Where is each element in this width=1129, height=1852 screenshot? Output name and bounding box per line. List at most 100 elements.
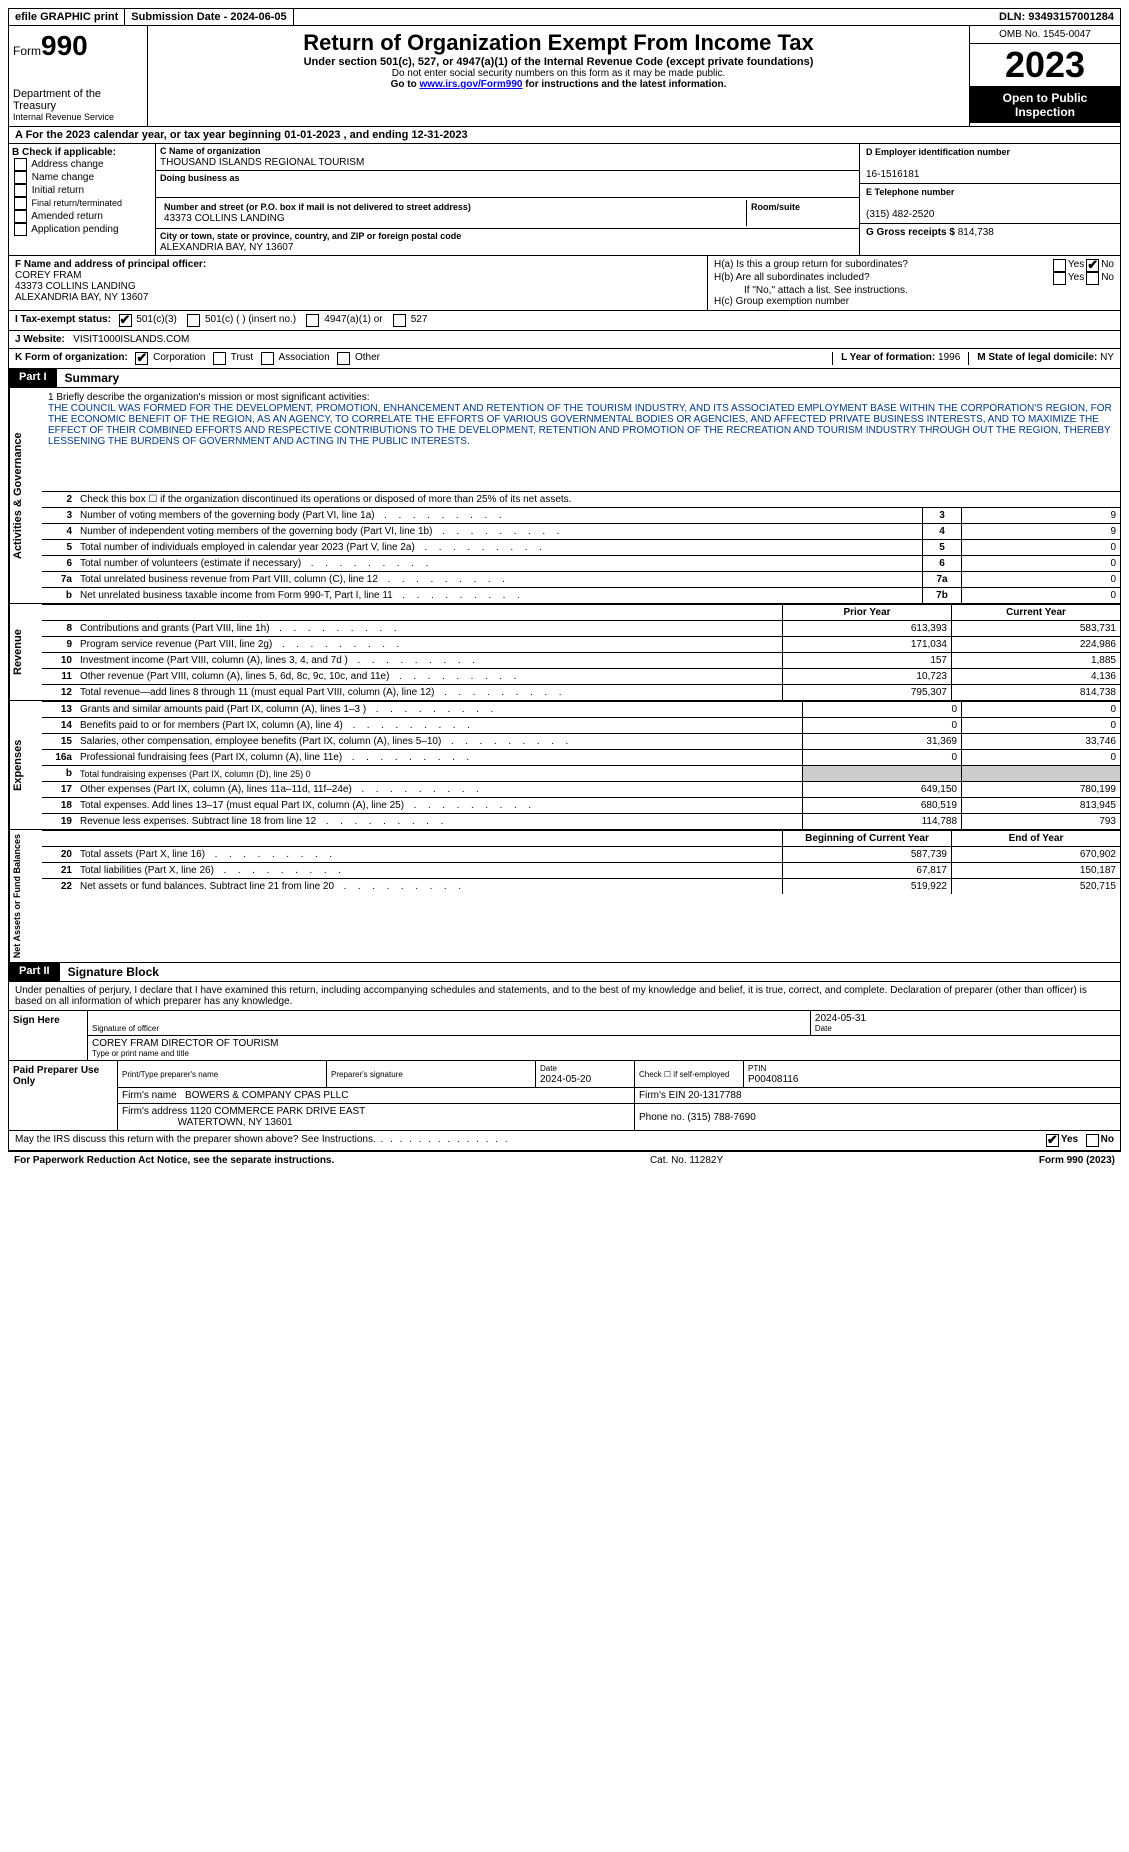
ha-no[interactable] — [1086, 259, 1099, 272]
ha-label: H(a) Is this a group return for subordin… — [714, 259, 1051, 272]
cat-no: Cat. No. 11282Y — [650, 1155, 723, 1166]
discuss-row: May the IRS discuss this return with the… — [8, 1131, 1121, 1151]
e-phone-label: E Telephone number — [866, 187, 954, 197]
prep-date: 2024-05-20 — [540, 1074, 591, 1085]
dln: DLN: 93493157001284 — [993, 9, 1120, 25]
firm-phone: (315) 788-7690 — [687, 1112, 755, 1123]
paid-preparer-block: Paid Preparer Use Only Print/Type prepar… — [8, 1061, 1121, 1131]
sign-here-block: Sign Here Signature of officer 2024-05-3… — [8, 1011, 1121, 1061]
na-table: Beginning of Current YearEnd of Year20To… — [42, 830, 1120, 894]
year-formation: 1996 — [938, 352, 960, 363]
fgh-block: F Name and address of principal officer:… — [8, 256, 1121, 311]
dba-label: Doing business as — [160, 173, 240, 183]
hb-note: If "No," attach a list. See instructions… — [714, 285, 1114, 296]
form-title: Return of Organization Exempt From Incom… — [156, 30, 961, 56]
officer-name-title: COREY FRAM DIRECTOR OF TOURISM — [92, 1038, 279, 1049]
submission-date: Submission Date - 2024-06-05 — [125, 9, 293, 25]
chk-address-change[interactable]: Address change — [12, 158, 152, 171]
room-label: Room/suite — [751, 202, 800, 212]
status-4947[interactable] — [306, 314, 319, 327]
mission-question: 1 Briefly describe the organization's mi… — [48, 392, 1114, 403]
status-501c3[interactable] — [119, 314, 132, 327]
k-assoc[interactable] — [261, 352, 274, 365]
chk-final-return[interactable]: Final return/terminated — [12, 197, 152, 210]
governance-section: Activities & Governance 1 Briefly descri… — [8, 388, 1121, 604]
hb-no[interactable] — [1086, 272, 1099, 285]
sign-date: 2024-05-31 — [815, 1013, 866, 1024]
discuss-no[interactable] — [1086, 1134, 1099, 1147]
expenses-section: Expenses 13Grants and similar amounts pa… — [8, 701, 1121, 830]
hb-label: H(b) Are all subordinates included? — [714, 272, 1051, 285]
footer: For Paperwork Reduction Act Notice, see … — [8, 1151, 1121, 1169]
omb-number: OMB No. 1545-0047 — [970, 26, 1120, 44]
chk-application-pending[interactable]: Application pending — [12, 223, 152, 236]
form-ref: Form 990 (2023) — [1039, 1155, 1115, 1166]
mission-text: THE COUNCIL WAS FORMED FOR THE DEVELOPME… — [48, 403, 1114, 447]
k-corp[interactable] — [135, 352, 148, 365]
officer-addr1: 43373 COLLINS LANDING — [15, 281, 701, 292]
instructions-note: Go to www.irs.gov/Form990 for instructio… — [156, 79, 961, 90]
netassets-section: Net Assets or Fund Balances Beginning of… — [8, 830, 1121, 963]
officer-name: COREY FRAM — [15, 270, 701, 281]
org-name: THOUSAND ISLANDS REGIONAL TOURISM — [160, 157, 364, 168]
self-employed-check[interactable]: Check ☐ if self-employed — [635, 1061, 744, 1088]
firm-addr1: 1120 COMMERCE PARK DRIVE EAST — [190, 1106, 365, 1117]
paperwork-notice: For Paperwork Reduction Act Notice, see … — [14, 1155, 334, 1166]
rev-vlabel: Revenue — [9, 604, 42, 700]
tax-year-row: A For the 2023 calendar year, or tax yea… — [8, 127, 1121, 144]
form990-link[interactable]: www.irs.gov/Form990 — [419, 79, 522, 90]
exp-table: 13Grants and similar amounts paid (Part … — [42, 701, 1120, 829]
part1-header: Part I Summary — [8, 369, 1121, 388]
d-ein-label: D Employer identification number — [866, 147, 1010, 157]
form-header: Form990 Department of the Treasury Inter… — [8, 26, 1121, 127]
city-label: City or town, state or province, country… — [160, 231, 461, 241]
form-number: Form990 — [13, 30, 143, 62]
efile-label: efile GRAPHIC print — [9, 9, 125, 25]
hb-yes[interactable] — [1053, 272, 1066, 285]
c-name-label: C Name of organization — [160, 146, 261, 156]
firm-addr2: WATERTOWN, NY 13601 — [178, 1117, 293, 1128]
ptin: P00408116 — [748, 1074, 798, 1085]
exp-vlabel: Expenses — [9, 701, 42, 829]
firm-name: BOWERS & COMPANY CPAS PLLC — [185, 1090, 348, 1101]
dept1: Department of the Treasury — [13, 88, 143, 112]
gross-receipts: 814,738 — [958, 227, 994, 238]
discuss-yes[interactable] — [1046, 1134, 1059, 1147]
k-other[interactable] — [337, 352, 350, 365]
na-vlabel: Net Assets or Fund Balances — [9, 830, 42, 962]
revenue-section: Revenue Prior YearCurrent Year8Contribut… — [8, 604, 1121, 701]
city: ALEXANDRIA BAY, NY 13607 — [160, 242, 293, 253]
entity-block: B Check if applicable: Address change Na… — [8, 144, 1121, 256]
form-of-org-row: K Form of organization: Corporation Trus… — [8, 349, 1121, 369]
b-label: B Check if applicable: — [12, 147, 152, 158]
phone: (315) 482-2520 — [866, 209, 934, 220]
chk-amended[interactable]: Amended return — [12, 210, 152, 223]
officer-addr2: ALEXANDRIA BAY, NY 13607 — [15, 292, 701, 303]
hc-label: H(c) Group exemption number — [714, 296, 1114, 307]
rev-table: Prior YearCurrent Year8Contributions and… — [42, 604, 1120, 700]
perjury-statement: Under penalties of perjury, I declare th… — [8, 982, 1121, 1011]
tax-exempt-status: I Tax-exempt status: 501(c)(3) 501(c) ( … — [8, 311, 1121, 331]
form-subtitle: Under section 501(c), 527, or 4947(a)(1)… — [156, 56, 961, 68]
ssn-note: Do not enter social security numbers on … — [156, 68, 961, 79]
ein: 16-1516181 — [866, 169, 919, 180]
k-trust[interactable] — [213, 352, 226, 365]
tax-year: 2023 — [970, 44, 1120, 87]
ha-yes[interactable] — [1053, 259, 1066, 272]
public-inspection: Open to Public Inspection — [970, 87, 1120, 123]
part2-header: Part II Signature Block — [8, 963, 1121, 982]
chk-initial-return[interactable]: Initial return — [12, 184, 152, 197]
topbar: efile GRAPHIC print Submission Date - 20… — [8, 8, 1121, 26]
website-row: J Website: VISIT1000ISLANDS.COM — [8, 331, 1121, 349]
chk-name-change[interactable]: Name change — [12, 171, 152, 184]
gov-table: 2Check this box ☐ if the organization di… — [42, 491, 1120, 603]
gov-vlabel: Activities & Governance — [9, 388, 42, 603]
state-domicile: NY — [1100, 352, 1114, 363]
website: VISIT1000ISLANDS.COM — [73, 334, 189, 345]
street: 43373 COLLINS LANDING — [164, 213, 285, 224]
status-527[interactable] — [393, 314, 406, 327]
dept2: Internal Revenue Service — [13, 112, 143, 122]
street-label: Number and street (or P.O. box if mail i… — [164, 202, 471, 212]
status-501c[interactable] — [187, 314, 200, 327]
firm-ein: 20-1317788 — [688, 1090, 741, 1101]
